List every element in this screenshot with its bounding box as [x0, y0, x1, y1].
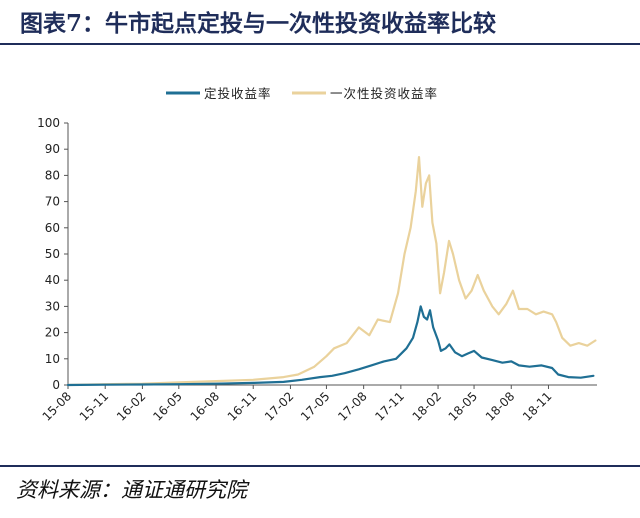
y-tick-label: 60 — [45, 221, 60, 235]
x-tick-label: 16-02 — [114, 389, 149, 424]
legend-label-lump: 一次性投资收益率 — [330, 86, 438, 101]
title-rule — [0, 43, 640, 45]
x-tick-label: 18-02 — [410, 389, 445, 424]
y-tick-label: 10 — [45, 352, 60, 366]
line-chart: 定投收益率 一次性投资收益率 0 10 20 30 40 50 60 70 80 90 100 15… — [37, 86, 597, 424]
x-tick-label: 16-08 — [188, 389, 223, 424]
x-tick-label: 17-11 — [372, 389, 407, 424]
x-tick-label: 18-08 — [483, 389, 518, 424]
x-tick-label: 15-08 — [40, 389, 75, 424]
x-tick-label: 17-05 — [298, 389, 333, 424]
y-tick-label: 50 — [45, 247, 60, 261]
x-tick-label: 16-11 — [225, 389, 260, 424]
series-line-lump — [66, 156, 597, 387]
y-tick-label: 30 — [45, 299, 60, 313]
y-tick-label: 20 — [45, 326, 60, 340]
y-tick-label: 100 — [37, 116, 60, 130]
x-tick-label: 16-05 — [150, 389, 185, 424]
legend: 定投收益率 一次性投资收益率 — [166, 86, 438, 101]
source-note: 资料来源：通证通研究院 — [16, 478, 247, 502]
x-tick-label: 17-08 — [335, 389, 370, 424]
page-title: 图表7：牛市起点定投与一次性投资收益率比较 — [20, 10, 497, 37]
y-tick-label: 90 — [45, 142, 60, 156]
y-tick-label: 70 — [45, 195, 60, 209]
series-line-dca — [66, 305, 595, 387]
y-axis: 0 10 20 30 40 50 60 70 80 90 100 — [37, 116, 69, 392]
source-rule — [0, 465, 640, 467]
y-tick-label: 40 — [45, 273, 60, 287]
legend-label-dca: 定投收益率 — [204, 86, 272, 101]
x-axis: 15-08 15-11 16-02 16-05 16-08 16-11 17-02 17-05… — [40, 384, 597, 424]
y-tick-label: 80 — [45, 168, 60, 182]
x-tick-label: 18-11 — [520, 389, 555, 424]
plot-series — [66, 156, 597, 387]
y-tick-label: 0 — [52, 378, 60, 392]
x-tick-label: 18-05 — [446, 389, 481, 424]
x-tick-label: 15-11 — [77, 389, 112, 424]
x-tick-label: 17-02 — [262, 389, 297, 424]
